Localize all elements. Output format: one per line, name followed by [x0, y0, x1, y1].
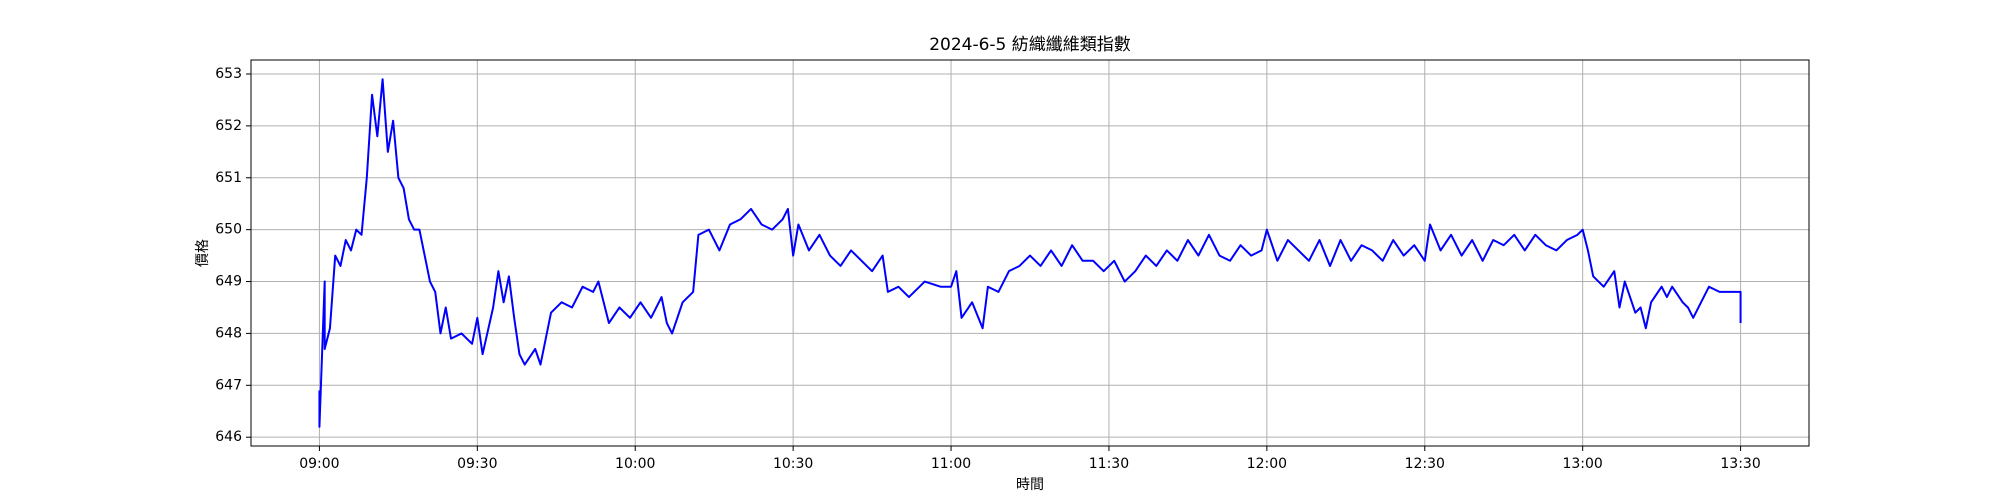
- y-tick-label: 648: [215, 325, 242, 341]
- x-tick-label: 09:00: [299, 456, 339, 472]
- y-tick-label: 653: [215, 66, 242, 82]
- x-axis-label: 時間: [1016, 477, 1044, 493]
- y-tick-label: 649: [215, 274, 242, 290]
- y-axis-label: 價格: [194, 239, 211, 267]
- x-tick-label: 10:00: [615, 456, 655, 472]
- y-tick-label: 646: [215, 429, 242, 445]
- x-tick-label: 12:00: [1247, 456, 1287, 472]
- y-tick-label: 647: [215, 377, 242, 393]
- x-tick-label: 12:30: [1405, 456, 1445, 472]
- chart-title: 2024-6-5 紡織纖維類指數: [929, 35, 1131, 55]
- y-tick-label: 651: [215, 170, 242, 186]
- plot-frame: [250, 59, 1810, 447]
- x-tick-label: 13:30: [1720, 456, 1760, 472]
- x-tick-label: 10:30: [773, 456, 813, 472]
- y-tick-label: 650: [215, 222, 242, 238]
- x-tick-label: 09:30: [457, 456, 497, 472]
- x-tick-label: 11:00: [931, 456, 971, 472]
- x-tick-label: 13:00: [1562, 456, 1602, 472]
- x-tick-label: 11:30: [1089, 456, 1129, 472]
- y-tick-label: 652: [215, 118, 242, 134]
- price-line: [318, 78, 1742, 428]
